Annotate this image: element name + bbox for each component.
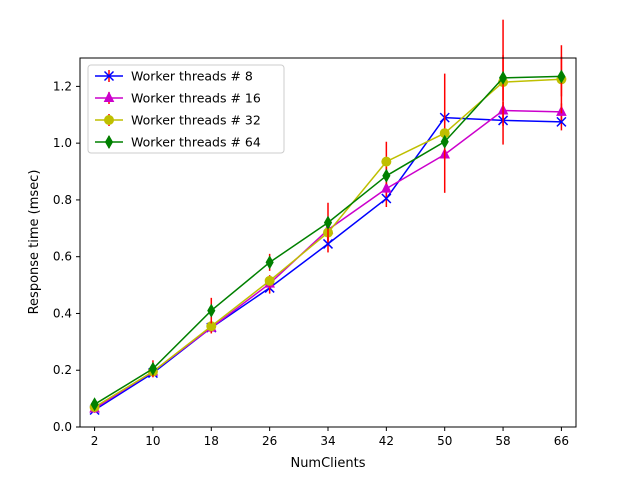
y-tick-label: 0.6 <box>53 250 72 264</box>
marker-stroke <box>381 193 392 204</box>
data-point <box>148 361 158 376</box>
x-axis: 2 10 18 26 34 42 50 58 66 <box>91 427 569 448</box>
marker-stroke <box>322 238 334 249</box>
data-point <box>381 156 392 167</box>
x-tick-label: 18 <box>204 434 219 448</box>
marker-stroke <box>556 116 567 127</box>
series-1 <box>89 111 567 415</box>
x-tick-label: 26 <box>262 434 277 448</box>
x-tick-label: 34 <box>320 434 335 448</box>
legend-marker <box>104 135 114 149</box>
plot-series <box>89 19 567 415</box>
series-4 <box>90 55 566 412</box>
legend-label: Worker threads # 32 <box>131 113 261 128</box>
x-tick-label: 66 <box>554 434 569 448</box>
data-point <box>556 116 567 127</box>
x-tick-label: 50 <box>437 434 452 448</box>
data-point <box>557 69 566 84</box>
x-tick-label: 2 <box>91 434 99 448</box>
y-tick-label: 1.0 <box>53 136 72 150</box>
y-axis: 0.0 0.2 0.4 0.6 0.8 1.0 1.2 <box>53 79 80 434</box>
x-axis-label: NumClients <box>290 456 365 471</box>
legend-marker <box>103 91 115 102</box>
y-axis-label: Response time (msec) <box>27 170 42 315</box>
x-tick-label: 10 <box>145 434 160 448</box>
x-tick-label: 58 <box>495 434 510 448</box>
legend-entry: Worker threads # 8 <box>95 69 253 84</box>
data-point <box>498 70 508 85</box>
data-point <box>440 134 449 149</box>
x-tick-label: 42 <box>379 434 394 448</box>
y-tick-label: 0.0 <box>53 420 72 434</box>
legend-entry: Worker threads # 64 <box>95 135 261 150</box>
data-point <box>265 255 274 270</box>
legend: Worker threads # 8 Worker threads # 16 Wor… <box>87 64 285 154</box>
data-point <box>381 193 392 204</box>
legend-marker <box>103 70 115 82</box>
legend-label: Worker threads # 8 <box>131 69 253 84</box>
data-point <box>90 397 99 412</box>
data-point <box>381 181 392 193</box>
marker-stroke <box>103 70 115 82</box>
y-tick-label: 0.4 <box>53 306 72 320</box>
data-point <box>264 275 275 286</box>
legend-entry: Worker threads # 16 <box>95 91 261 106</box>
legend-label: Worker threads # 16 <box>131 91 261 106</box>
data-point <box>322 238 334 249</box>
series-line <box>94 116 562 411</box>
y-tick-label: 0.2 <box>53 363 72 377</box>
y-tick-label: 1.2 <box>53 79 72 93</box>
data-point <box>323 215 333 230</box>
data-point <box>207 303 216 318</box>
legend-entry: Worker threads # 32 <box>95 113 261 128</box>
legend-marker <box>104 115 114 125</box>
legend-box <box>87 64 285 154</box>
legend-label: Worker threads # 64 <box>131 135 261 150</box>
data-point <box>382 168 391 183</box>
y-tick-label: 0.8 <box>53 193 72 207</box>
